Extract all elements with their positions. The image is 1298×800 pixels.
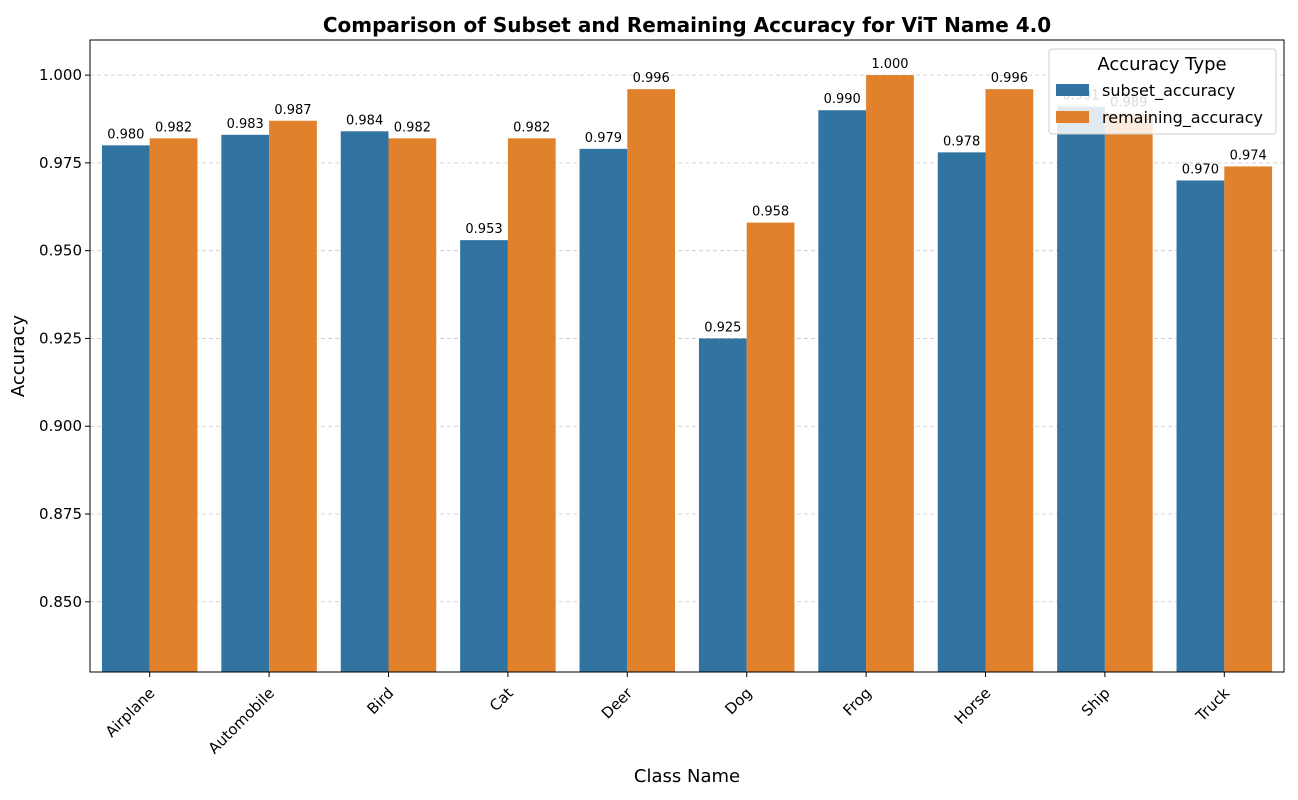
bar-value-label: 0.970 <box>1182 162 1219 177</box>
bar-remaining_accuracy <box>507 138 556 673</box>
legend-swatch-subset_accuracy <box>1056 84 1089 96</box>
bar-value-label: 0.983 <box>227 117 264 132</box>
x-tick-label: Frog <box>840 684 875 719</box>
bar-value-label: 0.978 <box>943 134 980 149</box>
x-tick-label: Bird <box>363 684 397 718</box>
legend: Accuracy Type subset_accuracy remaining_a… <box>1048 48 1277 135</box>
bar-value-label: 0.982 <box>155 120 192 135</box>
plot-area-frame <box>89 39 1285 673</box>
bar-value-labels: 0.980 0.982 0.983 0.987 0.984 0.982 0.953 0.982… <box>107 57 1267 335</box>
bar-subset_accuracy <box>460 240 508 672</box>
bar-value-label: 0.982 <box>394 120 431 135</box>
x-tick-label: Dog <box>721 684 755 718</box>
bar-remaining_accuracy <box>746 222 795 673</box>
bar-value-label: 0.996 <box>633 71 670 86</box>
bar-value-label: 0.996 <box>991 71 1028 86</box>
y-tick-label: 0.925 <box>39 329 82 347</box>
bar-value-label: 0.974 <box>1230 148 1267 163</box>
y-tick-label: 0.850 <box>39 593 82 611</box>
bar-value-label: 0.979 <box>585 131 622 146</box>
y-tick-label: 0.900 <box>39 417 82 435</box>
bar-value-label: 1.000 <box>871 57 908 72</box>
x-tick-label: Horse <box>951 684 995 728</box>
bar-value-label: 0.984 <box>346 113 383 128</box>
bar-value-label: 0.958 <box>752 205 789 220</box>
bar-subset_accuracy <box>818 110 867 672</box>
bar-subset_accuracy <box>698 338 747 672</box>
y-tick-label: 1.000 <box>39 66 82 84</box>
x-tick-label: Deer <box>598 684 637 723</box>
y-axis-label: Accuracy <box>8 315 29 398</box>
bar-remaining_accuracy <box>985 89 1034 672</box>
chart-title: Comparison of Subset and Remaining Accur… <box>323 13 1051 37</box>
x-tick-label: Ship <box>1078 684 1114 720</box>
bar-remaining_accuracy <box>627 89 676 672</box>
legend-label-subset_accuracy: subset_accuracy <box>1102 81 1235 101</box>
bar-subset_accuracy <box>1176 180 1225 672</box>
legend-swatch-remaining_accuracy <box>1056 111 1089 123</box>
y-tick-label: 0.950 <box>39 242 82 260</box>
bar-subset_accuracy <box>340 131 389 673</box>
legend-title: Accuracy Type <box>1097 54 1226 75</box>
x-axis-label: Class Name <box>634 766 740 787</box>
bars <box>101 75 1273 673</box>
bar-value-label: 0.925 <box>704 320 741 335</box>
bar-value-label: 0.953 <box>465 222 502 237</box>
x-tick-label: Truck <box>1192 684 1234 726</box>
bar-remaining_accuracy <box>269 120 317 672</box>
bar-value-label: 0.980 <box>107 127 144 142</box>
bar-remaining_accuracy <box>1104 113 1153 672</box>
bar-value-label: 0.990 <box>824 92 861 107</box>
legend-box <box>1048 48 1277 135</box>
bar-subset_accuracy <box>579 148 628 672</box>
y-tick-label: 0.975 <box>39 154 82 172</box>
y-tick-label: 0.875 <box>39 505 82 523</box>
bar-value-label: 0.982 <box>513 120 550 135</box>
bar-subset_accuracy <box>937 152 986 672</box>
x-axis: Airplane Automobile Bird Cat Deer Dog Frog Hors… <box>102 672 1234 757</box>
bar-subset_accuracy <box>1057 106 1105 672</box>
bar-remaining_accuracy <box>1224 166 1273 672</box>
bar-subset_accuracy <box>101 145 150 673</box>
bar-remaining_accuracy <box>388 138 437 673</box>
x-tick-label: Airplane <box>102 684 159 741</box>
bar-remaining_accuracy <box>866 75 914 673</box>
legend-label-remaining_accuracy: remaining_accuracy <box>1102 108 1263 128</box>
y-axis: 0.850 0.875 0.900 0.925 0.950 0.975 1.000 <box>39 66 90 611</box>
bar-remaining_accuracy <box>149 138 198 673</box>
bar-subset_accuracy <box>221 134 270 673</box>
x-tick-label: Automobile <box>205 684 278 757</box>
x-tick-label: Cat <box>486 684 517 715</box>
bar-value-label: 0.987 <box>274 103 311 118</box>
